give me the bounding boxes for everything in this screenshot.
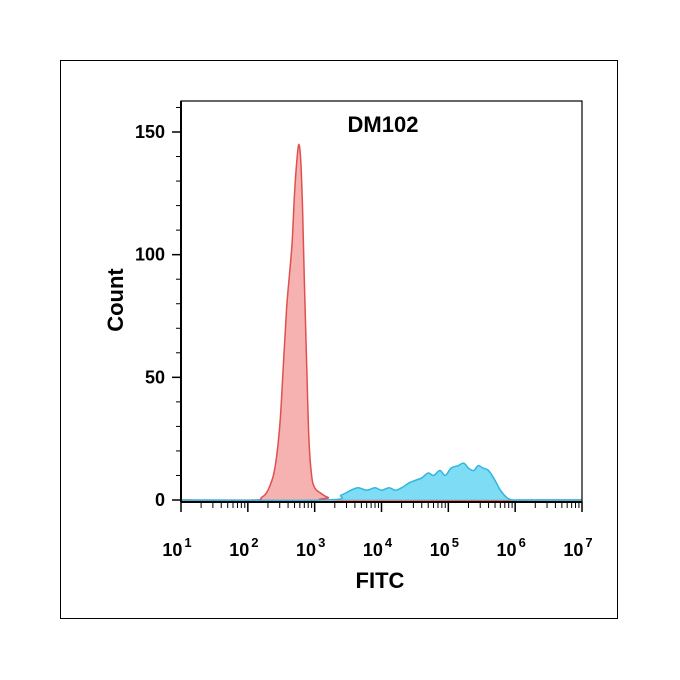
series-1-line [180,462,582,502]
x-tick-base: 10 [296,540,316,560]
axes [180,100,583,503]
x-tick-exponent: 2 [251,535,258,550]
series-0-line [180,143,583,501]
tick-marks [172,106,583,512]
series-0-area [181,144,582,501]
figure-frame [60,60,618,619]
x-tick-exponent: 7 [585,535,592,550]
x-tick-base: 10 [363,540,383,560]
series-layer [180,143,583,502]
y-tick-label: 0 [155,490,165,510]
plot-border [180,100,583,503]
x-tick-base: 10 [430,540,450,560]
y-tick-label: 50 [145,367,165,387]
x-tick-label: 10 5 [430,535,459,560]
x-tick-base: 10 [563,540,583,560]
x-tick-base: 10 [229,540,249,560]
x-tick-label: 10 3 [296,535,325,560]
x-tick-exponent: 1 [184,535,191,550]
x-tick-exponent: 5 [452,535,459,550]
x-tick-label: 10 4 [363,535,393,560]
x-tick-base: 10 [162,540,182,560]
x-tick-label: 10 1 [162,535,191,560]
x-tick-exponent: 4 [385,535,393,550]
series-1-area [181,463,582,501]
y-tick-label: 150 [135,122,165,142]
y-axis-title: Count [103,268,128,332]
y-tick-label: 100 [135,245,165,265]
x-tick-label: 10 7 [563,535,592,560]
x-axis-title: FITC [356,568,405,593]
x-tick-label: 10 6 [497,535,526,560]
chart-title: DM102 [348,112,419,137]
x-tick-label: 10 2 [229,535,258,560]
x-tick-exponent: 6 [519,535,526,550]
x-tick-exponent: 3 [318,535,325,550]
x-tick-base: 10 [497,540,517,560]
